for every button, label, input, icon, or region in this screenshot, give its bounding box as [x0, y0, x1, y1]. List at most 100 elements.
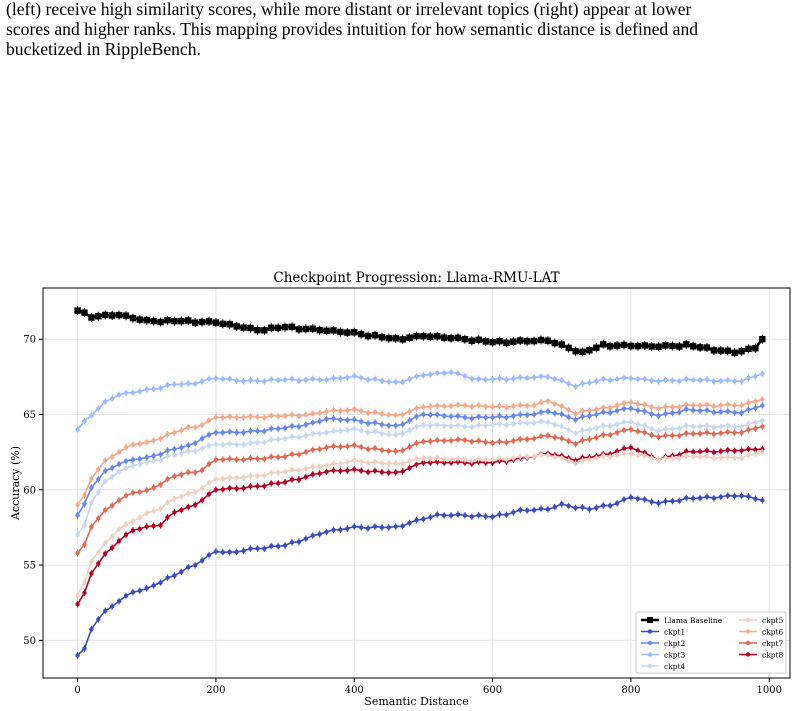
data-point — [192, 381, 198, 386]
data-point — [732, 424, 737, 429]
data-point — [192, 448, 198, 454]
data-point — [566, 427, 571, 433]
data-point — [351, 329, 358, 336]
legend-box — [635, 611, 787, 674]
data-point — [372, 468, 378, 474]
data-point — [455, 402, 461, 407]
data-point — [96, 489, 101, 495]
data-point — [206, 376, 212, 382]
data-point — [241, 442, 246, 447]
data-point — [545, 452, 551, 458]
data-point — [89, 500, 94, 505]
data-point — [109, 503, 115, 508]
data-point — [281, 323, 289, 331]
data-point — [711, 450, 717, 455]
data-point — [158, 452, 163, 457]
data-point — [503, 339, 510, 346]
data-point — [331, 444, 336, 449]
data-point — [421, 373, 426, 378]
series-ckpt6 — [75, 396, 765, 509]
data-point — [684, 406, 689, 412]
data-point — [552, 401, 558, 407]
data-point — [248, 440, 253, 445]
x-tick-label: 400 — [345, 685, 364, 696]
data-point — [504, 377, 509, 382]
data-point — [469, 458, 475, 463]
data-point — [607, 424, 613, 429]
data-point — [212, 319, 220, 326]
data-point — [587, 457, 592, 462]
data-point — [179, 507, 184, 513]
data-point — [690, 424, 696, 429]
data-point — [677, 456, 682, 461]
data-point — [704, 407, 710, 413]
data-point — [435, 455, 440, 460]
data-point — [407, 444, 412, 450]
data-point — [123, 532, 129, 537]
data-point — [344, 329, 351, 336]
data-point — [89, 571, 94, 576]
data-point — [275, 426, 281, 431]
data-point — [663, 411, 668, 416]
legend-label: ckpt3 — [664, 650, 686, 659]
data-point — [261, 327, 268, 334]
data-point — [440, 334, 448, 341]
data-point — [165, 432, 170, 437]
data-point — [269, 426, 274, 431]
data-point — [289, 434, 295, 439]
data-point — [476, 403, 481, 408]
data-point — [504, 440, 509, 445]
data-point — [371, 332, 379, 339]
data-point — [656, 434, 661, 440]
data-point — [435, 437, 440, 443]
data-point — [296, 539, 302, 545]
data-point — [144, 455, 149, 460]
data-point — [753, 496, 758, 502]
data-point — [703, 344, 711, 351]
caption-line-2: scores and higher ranks. This mapping pr… — [6, 18, 699, 39]
caption-line-1: (left) receive high similarity scores, w… — [6, 0, 692, 19]
data-point — [400, 448, 405, 453]
data-point — [655, 343, 662, 350]
data-point — [739, 403, 744, 408]
data-point — [421, 516, 426, 522]
data-point — [130, 390, 136, 395]
data-point — [116, 449, 122, 455]
data-point — [746, 421, 751, 426]
data-point — [158, 386, 163, 391]
data-point — [227, 414, 232, 419]
data-point — [670, 426, 675, 431]
series-line — [77, 494, 763, 656]
data-point — [192, 441, 198, 446]
data-point — [559, 436, 564, 441]
data-point — [559, 501, 564, 507]
data-point — [316, 326, 323, 334]
data-point — [677, 378, 682, 384]
data-point — [400, 461, 405, 466]
data-point — [345, 444, 350, 449]
data-point — [310, 472, 315, 477]
data-point — [372, 429, 378, 434]
data-point — [345, 468, 350, 473]
data-point — [103, 540, 108, 546]
data-point — [739, 448, 744, 453]
data-point — [504, 422, 509, 428]
data-point — [607, 410, 613, 415]
data-point — [227, 429, 232, 434]
data-point — [752, 345, 759, 352]
data-point — [386, 379, 392, 385]
data-point — [172, 496, 177, 502]
data-point — [248, 546, 253, 551]
data-point — [358, 375, 364, 381]
series-line — [77, 309, 764, 355]
data-point — [269, 543, 274, 549]
data-point — [476, 513, 481, 518]
data-point — [82, 418, 87, 424]
data-point — [731, 349, 738, 356]
data-point — [504, 457, 509, 462]
series-ckpt5 — [75, 448, 765, 599]
data-point — [753, 420, 758, 425]
data-point — [96, 477, 101, 482]
data-point — [704, 454, 710, 459]
data-point — [213, 442, 219, 447]
